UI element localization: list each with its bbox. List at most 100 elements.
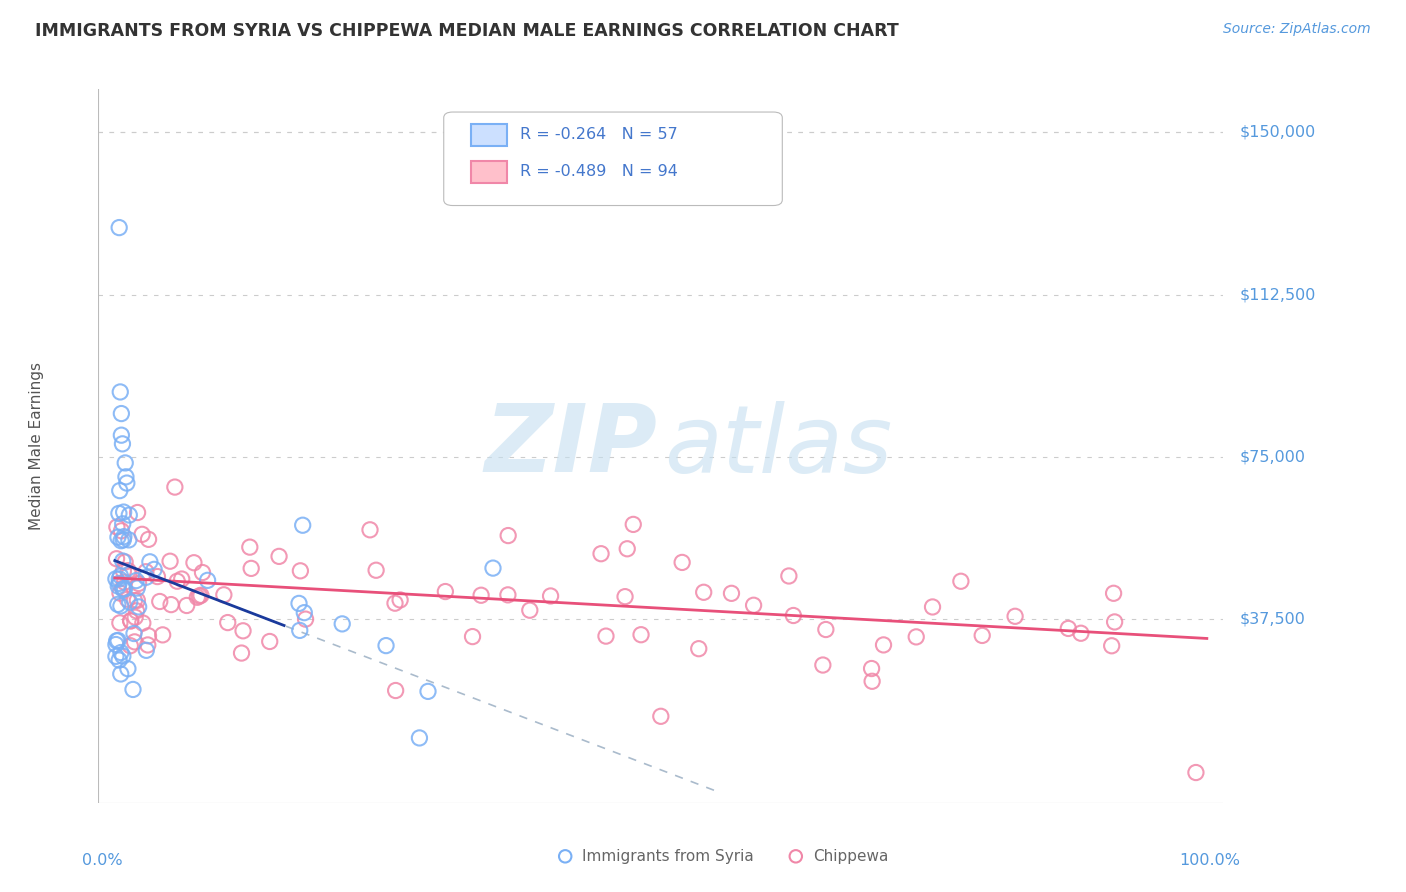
Point <box>112 533 135 547</box>
Text: $75,000: $75,000 <box>1240 450 1306 465</box>
Text: R = -0.489   N = 94: R = -0.489 N = 94 <box>520 164 678 179</box>
Point <box>110 667 132 681</box>
Point <box>124 610 146 624</box>
Point <box>120 639 142 653</box>
Point <box>122 682 145 697</box>
Point <box>118 595 141 609</box>
Point <box>136 638 159 652</box>
Point <box>135 565 157 579</box>
FancyBboxPatch shape <box>471 161 506 183</box>
Point <box>176 599 198 613</box>
Point <box>135 570 157 584</box>
Point <box>384 683 406 698</box>
Point <box>118 508 141 522</box>
Point <box>408 731 430 745</box>
Point <box>114 582 136 596</box>
Text: Chippewa: Chippewa <box>813 849 889 863</box>
Point <box>630 628 652 642</box>
Point <box>519 603 541 617</box>
Text: R = -0.264   N = 57: R = -0.264 N = 57 <box>520 128 678 143</box>
Point <box>114 456 136 470</box>
Text: 100.0%: 100.0% <box>1180 853 1240 868</box>
Point <box>124 593 146 607</box>
Point <box>146 569 169 583</box>
Point <box>589 547 612 561</box>
Point <box>108 576 131 591</box>
Point <box>688 641 710 656</box>
Point <box>212 588 235 602</box>
Point <box>496 588 519 602</box>
Point <box>115 476 138 491</box>
Point <box>110 524 132 538</box>
Point <box>125 604 148 618</box>
Text: 0.0%: 0.0% <box>82 853 122 868</box>
Text: $150,000: $150,000 <box>1240 125 1316 140</box>
Point <box>108 483 131 498</box>
Point <box>138 629 160 643</box>
Point <box>118 567 141 582</box>
Point <box>240 561 263 575</box>
Point <box>291 518 314 533</box>
Point <box>117 592 139 607</box>
Point <box>389 593 412 607</box>
Point <box>112 564 135 578</box>
Point <box>197 574 219 588</box>
Point <box>105 520 128 534</box>
Point <box>112 582 135 596</box>
Point <box>872 638 894 652</box>
Point <box>239 540 262 554</box>
Point <box>461 630 484 644</box>
Point <box>905 630 928 644</box>
Point <box>183 556 205 570</box>
Point <box>259 634 281 648</box>
Text: Median Male Earnings: Median Male Earnings <box>30 362 44 530</box>
Point <box>366 563 388 577</box>
Point <box>118 533 141 547</box>
Point <box>111 554 134 568</box>
Point <box>720 586 742 600</box>
Point <box>470 588 492 602</box>
Text: IMMIGRANTS FROM SYRIA VS CHIPPEWA MEDIAN MALE EARNINGS CORRELATION CHART: IMMIGRANTS FROM SYRIA VS CHIPPEWA MEDIAN… <box>35 22 898 40</box>
Point <box>290 564 312 578</box>
Point <box>434 584 457 599</box>
Point <box>111 582 134 596</box>
Text: $112,500: $112,500 <box>1240 287 1316 302</box>
Point <box>482 561 505 575</box>
Point <box>127 581 149 595</box>
Point <box>114 575 136 590</box>
Point <box>104 649 127 664</box>
Point <box>110 407 132 421</box>
Point <box>1102 586 1125 600</box>
Point <box>135 643 157 657</box>
Point <box>112 530 135 544</box>
Point <box>105 633 128 648</box>
Point <box>110 569 132 583</box>
Point <box>104 638 127 652</box>
Point <box>814 623 837 637</box>
Point <box>416 684 439 698</box>
Point <box>616 541 638 556</box>
Point <box>108 572 131 586</box>
Point <box>128 599 150 614</box>
Point <box>110 428 132 442</box>
Text: Immigrants from Syria: Immigrants from Syria <box>582 849 754 863</box>
Point <box>108 586 131 600</box>
Point <box>359 523 381 537</box>
Point <box>108 220 131 235</box>
Point <box>138 533 160 547</box>
Point <box>127 593 149 607</box>
Point <box>112 505 135 519</box>
Point <box>860 661 883 675</box>
Point <box>1070 626 1092 640</box>
Point <box>111 516 134 531</box>
Point <box>110 599 132 613</box>
Text: ZIP: ZIP <box>485 400 658 492</box>
Point <box>160 598 183 612</box>
Point <box>267 549 290 564</box>
Point <box>139 555 162 569</box>
Point <box>107 579 129 593</box>
Point <box>107 598 129 612</box>
Point <box>949 574 972 589</box>
Point <box>921 599 943 614</box>
Point <box>972 628 994 642</box>
